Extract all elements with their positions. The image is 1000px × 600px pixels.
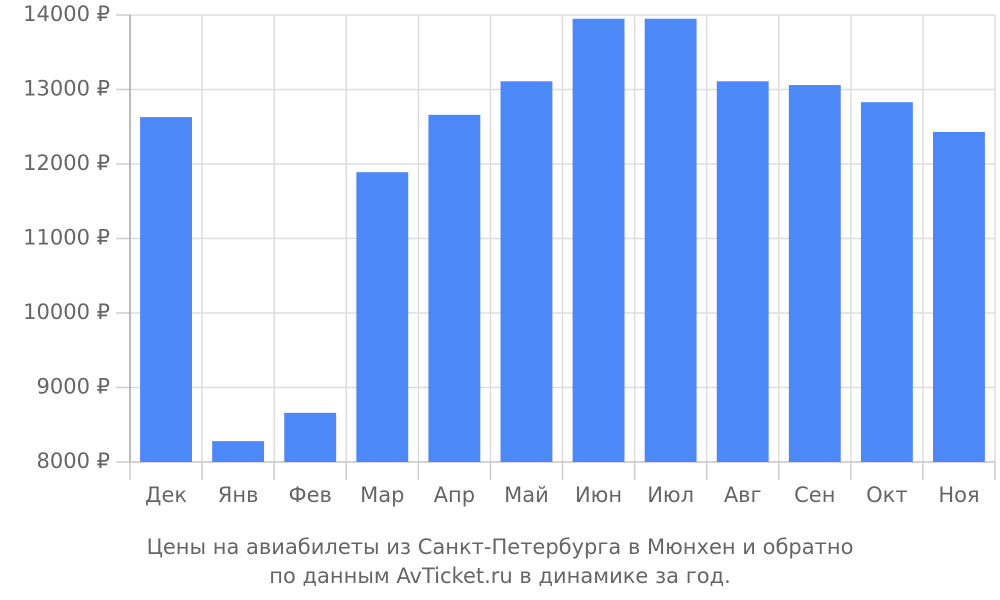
x-tick-label: Янв <box>218 483 259 507</box>
y-tick-label: 14000 ₽ <box>23 2 110 26</box>
chart-title: по данным AvTicket.ru в динамике за год. <box>269 564 731 588</box>
bar <box>140 117 192 462</box>
bar <box>356 172 409 462</box>
bar <box>860 102 913 462</box>
x-tick-label: Июн <box>575 483 622 507</box>
bar <box>788 85 841 462</box>
x-tick-label: Сен <box>794 483 835 507</box>
bar <box>644 18 697 462</box>
x-tick-label: Авг <box>724 483 762 507</box>
bar <box>428 114 481 462</box>
y-tick-label: 8000 ₽ <box>37 449 110 473</box>
x-tick-label: Апр <box>434 483 475 507</box>
y-tick-label: 10000 ₽ <box>23 300 110 324</box>
chart-title: Цены на авиабилеты из Санкт-Петербурга в… <box>147 535 854 559</box>
bar <box>716 81 769 463</box>
x-tick-label: Фев <box>289 483 332 507</box>
y-tick-label: 9000 ₽ <box>37 375 110 399</box>
bar <box>212 441 265 462</box>
x-tick-label: Окт <box>866 483 907 507</box>
bar <box>500 81 553 463</box>
bar <box>572 18 625 462</box>
y-tick-label: 12000 ₽ <box>23 151 110 175</box>
y-tick-label: 11000 ₽ <box>23 226 110 250</box>
x-tick-label: Дек <box>145 483 187 507</box>
x-tick-label: Май <box>504 483 549 507</box>
x-tick-label: Июл <box>647 483 694 507</box>
bar <box>933 131 985 462</box>
x-tick-label: Мар <box>360 483 404 507</box>
bar <box>284 412 337 462</box>
y-tick-label: 13000 ₽ <box>23 77 110 101</box>
x-tick-label: Ноя <box>938 483 979 507</box>
